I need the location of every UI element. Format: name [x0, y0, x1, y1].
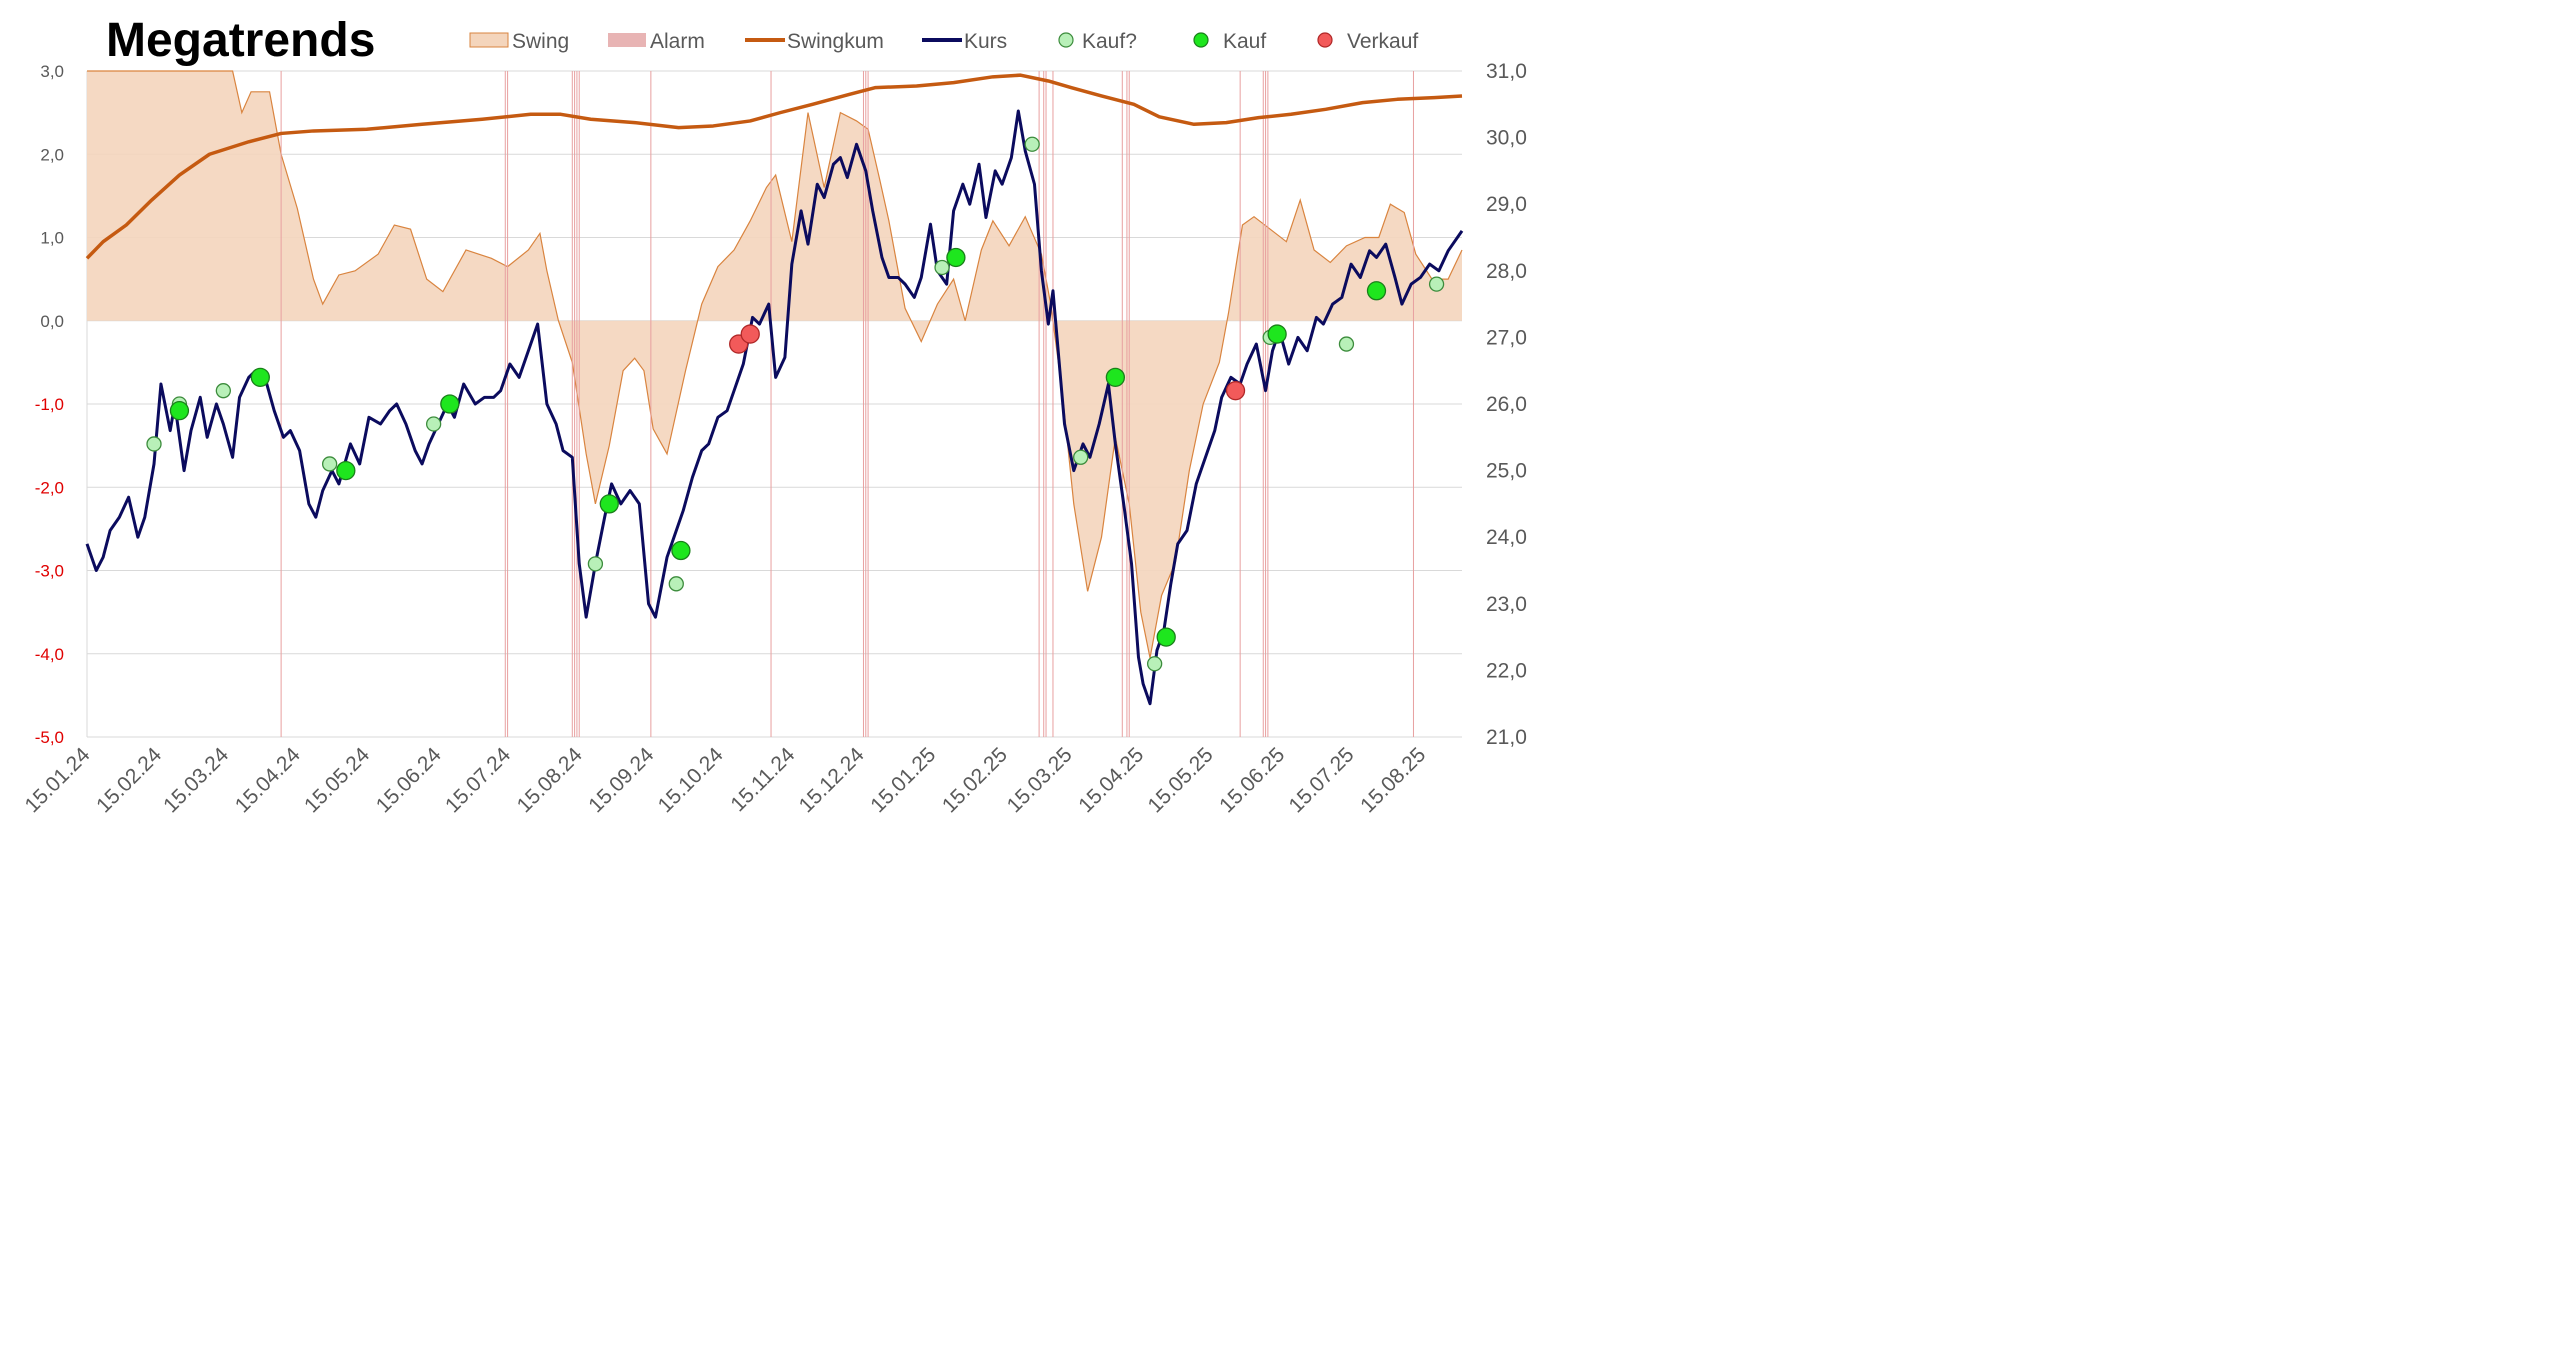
- kauf-marker: [250, 367, 270, 388]
- kauf-fraglich-marker: [425, 416, 442, 432]
- swing-outline: [87, 70, 1463, 659]
- legend-label: Kurs: [964, 30, 1007, 53]
- kauf-fraglich-marker: [1073, 449, 1089, 465]
- kauf-marker: [1156, 627, 1176, 647]
- kauf-fraglich-marker: [146, 436, 162, 452]
- legend-label: Kauf?: [1082, 30, 1137, 53]
- y-right-tick-label: 28,0: [1486, 260, 1527, 283]
- y-left-tick-label: -2,0: [35, 478, 64, 497]
- kauf-fraglich-marker: [1428, 276, 1445, 292]
- verkauf-marker: [740, 324, 760, 344]
- kauf-fraglich-marker: [587, 556, 604, 572]
- marker-layer: [146, 136, 1445, 672]
- kauf-fraglich-marker: [1024, 136, 1040, 152]
- y-axis-left: 3,0 2,0 1,0 0,0 -1,0 -2,0 -3,0 -4,0 -5,0: [35, 62, 64, 747]
- y-right-tick-label: 25,0: [1486, 460, 1527, 483]
- legend-swatch-swing: [469, 32, 509, 48]
- alarm-bands-layer: [280, 71, 1414, 737]
- kauf-fraglich-marker: [1338, 336, 1355, 352]
- legend-swatch-marker: [1317, 32, 1333, 48]
- verkauf-marker: [1225, 381, 1246, 401]
- y-left-tick-label: -3,0: [35, 562, 64, 581]
- kauf-marker: [1267, 324, 1287, 344]
- kauf-fraglich-marker: [668, 576, 684, 592]
- kauf-fraglich-marker: [934, 259, 950, 276]
- legend-label: Alarm: [650, 30, 705, 53]
- chart: 3,0 2,0 1,0 0,0 -1,0 -2,0 -3,0 -4,0 -5,0 31,0 30,…: [0, 0, 1568, 835]
- kauf-marker: [336, 460, 356, 481]
- y-axis-right: 31,0 30,0 29,0 28,0 27,0 26,0 25,0 24,0 23,0 22,0…: [1486, 60, 1527, 749]
- y-right-tick-label: 27,0: [1486, 326, 1527, 349]
- kurs-line-layer: [85, 109, 1464, 706]
- y-right-tick-label: 24,0: [1486, 526, 1527, 549]
- legend-swatch-alarm: [608, 33, 646, 47]
- swingkum-line-layer: [85, 73, 1463, 260]
- kauf-fraglich-marker: [321, 456, 338, 472]
- legend-label: Verkauf: [1347, 30, 1418, 53]
- y-right-tick-label: 22,0: [1486, 659, 1527, 682]
- kauf-marker: [599, 494, 619, 514]
- swing-area: [87, 71, 1462, 658]
- kauf-marker: [1366, 281, 1387, 301]
- y-left-tick-label: 3,0: [40, 62, 64, 81]
- kauf-fraglich-marker: [215, 383, 231, 399]
- kauf-marker: [671, 540, 691, 561]
- y-right-tick-label: 23,0: [1486, 593, 1527, 616]
- legend-label: Swingkum: [787, 30, 884, 53]
- swing-area-layer: [87, 70, 1463, 659]
- y-left-tick-label: -1,0: [35, 395, 64, 414]
- y-left-tick-label: -5,0: [35, 728, 64, 747]
- legend-label: Swing: [512, 30, 569, 53]
- kauf-marker: [440, 394, 460, 414]
- y-left-tick-label: 2,0: [40, 145, 64, 164]
- y-right-tick-label: 29,0: [1486, 193, 1527, 216]
- y-right-tick-label: 21,0: [1486, 726, 1527, 749]
- chart-title: Megatrends: [106, 14, 375, 67]
- y-left-tick-label: 1,0: [40, 229, 64, 248]
- y-right-tick-label: 26,0: [1486, 393, 1527, 416]
- kauf-marker: [1105, 367, 1126, 388]
- legend: Swing Alarm Swingkum Kurs Kauf? Kauf Verkauf: [469, 30, 1418, 53]
- y-left-tick-label: -4,0: [35, 645, 64, 664]
- legend-swatch-marker: [1193, 32, 1209, 48]
- legend-swatch-marker: [1058, 32, 1074, 48]
- kauf-fraglich-marker: [1146, 656, 1163, 672]
- y-right-tick-label: 31,0: [1486, 60, 1527, 83]
- y-left-tick-label: 0,0: [40, 312, 64, 331]
- y-right-tick-label: 30,0: [1486, 127, 1527, 150]
- kurs-line: [85, 109, 1464, 706]
- kauf-marker: [946, 247, 966, 268]
- legend-label: Kauf: [1223, 30, 1266, 53]
- kauf-marker: [169, 401, 190, 421]
- swingkum-line: [85, 73, 1463, 260]
